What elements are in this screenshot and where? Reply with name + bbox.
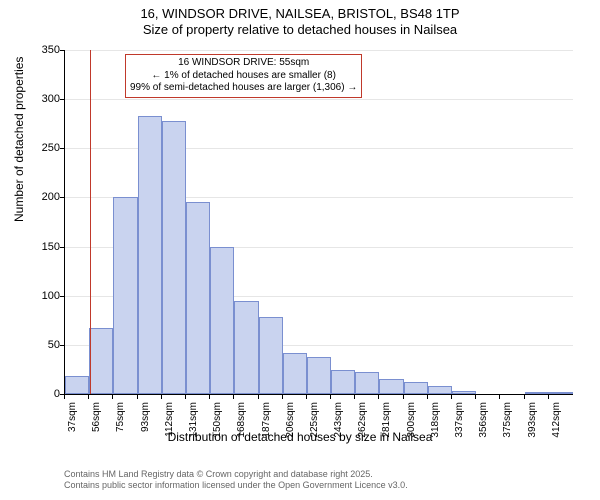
annot-line3: 99% of semi-detached houses are larger (… bbox=[130, 82, 357, 95]
ytick-label: 350 bbox=[28, 44, 60, 56]
xtick-mark bbox=[64, 394, 65, 399]
ytick-label: 0 bbox=[28, 388, 60, 400]
chart-container: Number of detached properties 16 WINDSOR… bbox=[0, 42, 600, 442]
ytick-label: 100 bbox=[28, 290, 60, 302]
ytick-mark bbox=[60, 148, 65, 149]
histogram-bar bbox=[452, 391, 476, 394]
xtick-mark bbox=[88, 394, 89, 399]
xtick-mark bbox=[330, 394, 331, 399]
histogram-bar bbox=[404, 382, 428, 394]
ytick-mark bbox=[60, 99, 65, 100]
histogram-bar bbox=[65, 376, 89, 394]
xtick-mark bbox=[185, 394, 186, 399]
chart-title-line2: Size of property relative to detached ho… bbox=[0, 22, 600, 38]
xtick-mark bbox=[137, 394, 138, 399]
xtick-mark bbox=[282, 394, 283, 399]
xtick-mark bbox=[499, 394, 500, 399]
histogram-bar bbox=[307, 357, 331, 394]
plot-area: 16 WINDSOR DRIVE: 55sqm ← 1% of detached… bbox=[64, 50, 573, 395]
gridline bbox=[65, 50, 573, 51]
xtick-mark bbox=[403, 394, 404, 399]
histogram-bar bbox=[355, 372, 379, 394]
annot-line1: 16 WINDSOR DRIVE: 55sqm bbox=[130, 57, 357, 70]
xtick-mark bbox=[475, 394, 476, 399]
footer-line2: Contains public sector information licen… bbox=[64, 480, 408, 491]
ytick-mark bbox=[60, 296, 65, 297]
histogram-bar bbox=[283, 353, 307, 394]
ytick-label: 300 bbox=[28, 93, 60, 105]
xtick-mark bbox=[451, 394, 452, 399]
ytick-mark bbox=[60, 50, 65, 51]
xtick-mark bbox=[306, 394, 307, 399]
x-axis-label: Distribution of detached houses by size … bbox=[0, 430, 600, 444]
xtick-mark bbox=[233, 394, 234, 399]
histogram-bar bbox=[162, 121, 186, 394]
ytick-label: 50 bbox=[28, 339, 60, 351]
xtick-mark bbox=[427, 394, 428, 399]
y-axis-label: Number of detached properties bbox=[12, 57, 26, 222]
ytick-mark bbox=[60, 247, 65, 248]
ytick-mark bbox=[60, 345, 65, 346]
gridline bbox=[65, 99, 573, 100]
histogram-bar bbox=[234, 301, 258, 394]
xtick-mark bbox=[524, 394, 525, 399]
histogram-bar bbox=[186, 202, 210, 394]
histogram-bar bbox=[331, 370, 355, 394]
histogram-bar bbox=[210, 247, 234, 394]
xtick-mark bbox=[258, 394, 259, 399]
xtick-mark bbox=[161, 394, 162, 399]
annotation-box: 16 WINDSOR DRIVE: 55sqm ← 1% of detached… bbox=[125, 54, 362, 98]
histogram-bar bbox=[89, 328, 113, 394]
histogram-bar bbox=[113, 197, 137, 394]
annot-line2: ← 1% of detached houses are smaller (8) bbox=[130, 70, 357, 83]
ytick-label: 200 bbox=[28, 191, 60, 203]
xtick-mark bbox=[548, 394, 549, 399]
histogram-bar bbox=[138, 116, 162, 394]
footer-credits: Contains HM Land Registry data © Crown c… bbox=[64, 469, 408, 491]
chart-title-line1: 16, WINDSOR DRIVE, NAILSEA, BRISTOL, BS4… bbox=[0, 6, 600, 22]
histogram-bar bbox=[549, 392, 573, 394]
xtick-mark bbox=[112, 394, 113, 399]
footer-line1: Contains HM Land Registry data © Crown c… bbox=[64, 469, 408, 480]
xtick-mark bbox=[209, 394, 210, 399]
ytick-label: 250 bbox=[28, 142, 60, 154]
histogram-bar bbox=[525, 392, 549, 394]
reference-vline bbox=[90, 50, 91, 394]
ytick-label: 150 bbox=[28, 241, 60, 253]
histogram-bar bbox=[379, 379, 403, 394]
xtick-mark bbox=[378, 394, 379, 399]
xtick-mark bbox=[354, 394, 355, 399]
histogram-bar bbox=[259, 317, 283, 394]
histogram-bar bbox=[428, 386, 452, 394]
ytick-mark bbox=[60, 197, 65, 198]
